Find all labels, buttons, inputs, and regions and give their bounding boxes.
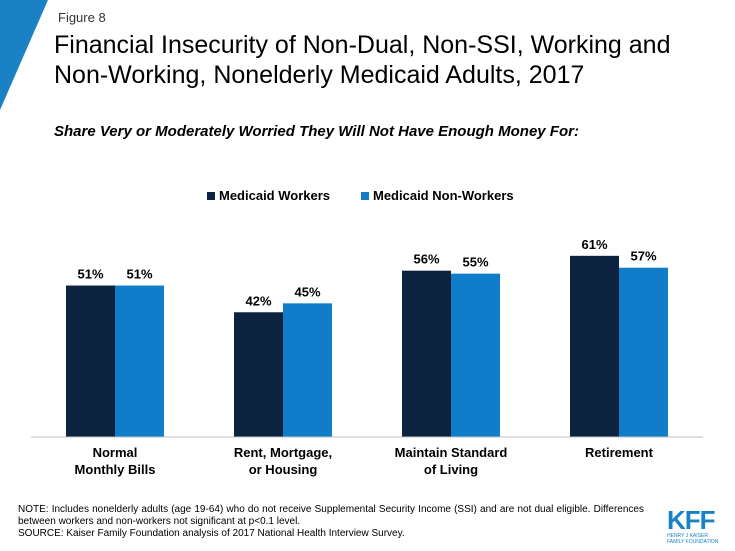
chart-subtitle: Share Very or Moderately Worried They Wi… xyxy=(54,123,579,140)
bar-chart: Medicaid Workers Medicaid Non-Workers 51% 5… xyxy=(31,188,703,477)
data-label-1-1: 51% xyxy=(77,267,103,282)
legend-swatch-2 xyxy=(361,192,369,200)
category-label-2-line-2: or Housing xyxy=(249,462,318,477)
data-label-2-1: 51% xyxy=(126,267,152,282)
bar-2-3 xyxy=(451,273,500,437)
category-label-3-line-1: Maintain Standard xyxy=(395,445,508,460)
category-label-2-line-1: Rent, Mortgage, xyxy=(234,445,332,460)
category-label-3-line-2: of Living xyxy=(424,462,478,477)
data-label-1-2: 42% xyxy=(245,293,271,308)
note-text: NOTE: Includes nonelderly adults (age 19… xyxy=(18,504,644,527)
legend-label-1: Medicaid Workers xyxy=(219,188,330,203)
category-label-1-line-2: Monthly Bills xyxy=(75,462,156,477)
category-label-1-line-1: Normal xyxy=(93,445,138,460)
bar-1-2 xyxy=(234,312,283,437)
data-label-2-4: 57% xyxy=(630,249,656,264)
bar-1-4 xyxy=(570,255,619,437)
data-label-2-3: 55% xyxy=(462,255,488,270)
bar-1-3 xyxy=(402,270,451,437)
data-label-2-2: 45% xyxy=(294,284,320,299)
corner-accent-shape xyxy=(0,0,48,110)
figure-label: Figure 8 xyxy=(58,10,106,25)
bar-2-2 xyxy=(283,303,332,437)
bar-2-4 xyxy=(619,267,668,437)
bar-1-1 xyxy=(66,285,115,437)
chart-title: Financial Insecurity of Non-Dual, Non-SS… xyxy=(54,31,671,89)
bar-2-1 xyxy=(115,285,164,437)
logo-line-1: HENRY J KAISER xyxy=(667,533,708,539)
data-label-1-4: 61% xyxy=(581,237,607,252)
logo-line-2: FAMILY FOUNDATION xyxy=(667,539,719,545)
logo-mark: KFF xyxy=(667,505,716,535)
legend-swatch-1 xyxy=(207,192,215,200)
footnotes: NOTE: Includes nonelderly adults (age 19… xyxy=(18,504,644,540)
legend-label-2: Medicaid Non-Workers xyxy=(373,188,514,203)
source-text: SOURCE: Kaiser Family Foundation analysi… xyxy=(18,528,405,539)
kff-logo: KFF HENRY J KAISER FAMILY FOUNDATION xyxy=(667,507,723,545)
data-label-1-3: 56% xyxy=(413,252,439,267)
category-label-4-line-1: Retirement xyxy=(585,445,654,460)
